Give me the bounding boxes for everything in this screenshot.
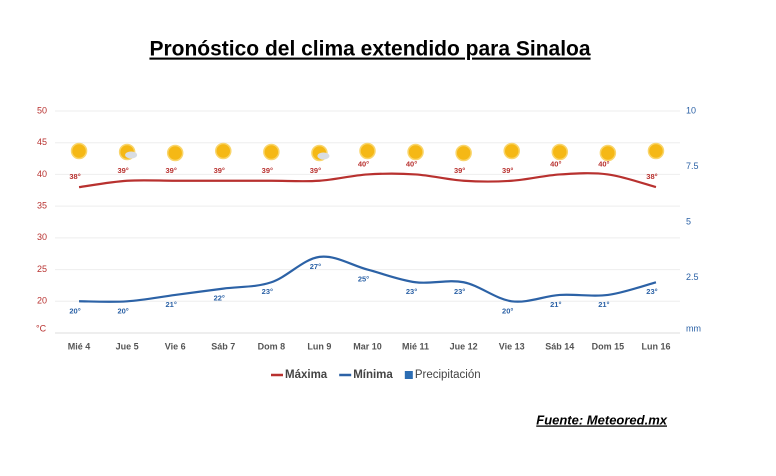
- data-label: 40°: [598, 159, 609, 168]
- y2-tick-label: 7.5: [686, 161, 699, 171]
- data-label: 40°: [406, 159, 417, 168]
- x-tick-label: Lun 16: [641, 341, 670, 351]
- data-label: 22°: [214, 294, 225, 303]
- chart-title: Pronóstico del clima extendido para Sina…: [149, 38, 590, 61]
- sun: [215, 142, 232, 160]
- weather-icon: [647, 142, 665, 160]
- x-tick-label: Vie 13: [499, 341, 525, 351]
- data-label: 23°: [646, 287, 657, 296]
- weather-icon: [455, 144, 472, 162]
- x-tick-label: Mar 10: [353, 341, 382, 351]
- series-line: [78, 172, 657, 189]
- data-label: 39°: [310, 166, 321, 175]
- x-tick-label: Jue 12: [450, 341, 478, 351]
- weather-icon: [263, 143, 280, 161]
- x-tick-label: Mié 11: [402, 341, 429, 351]
- x-tick-label: Vie 6: [165, 341, 186, 351]
- y2-tick-label: 5: [686, 216, 691, 226]
- data-label: 39°: [214, 166, 225, 175]
- legend-swatch: [404, 371, 413, 379]
- sun: [407, 143, 424, 161]
- x-tick-label: Dom 15: [592, 341, 625, 351]
- x-tick-label: Mié 4: [68, 341, 91, 351]
- data-label: 20°: [69, 306, 80, 315]
- weather-icon: [70, 142, 88, 160]
- sun: [647, 142, 665, 160]
- sun: [263, 143, 280, 161]
- data-label: 40°: [358, 159, 369, 168]
- sun: [359, 142, 376, 160]
- weather-icon: [166, 144, 184, 162]
- data-label: 40°: [550, 159, 561, 168]
- y-tick-label: 45: [37, 137, 47, 147]
- y-tick-label: 35: [37, 201, 47, 211]
- weather-icon: [118, 143, 138, 161]
- data-label: 21°: [550, 300, 561, 309]
- y-tick-label: 40: [37, 169, 47, 179]
- data-label: 25°: [358, 275, 369, 284]
- legend-label: Precipitación: [415, 369, 481, 381]
- sun: [599, 144, 617, 162]
- data-label: 39°: [502, 166, 513, 175]
- weather-icon: [407, 143, 424, 161]
- sun: [503, 142, 520, 160]
- weather-icon: [599, 144, 617, 162]
- cloud: [125, 151, 138, 159]
- legend-label: Máxima: [285, 369, 328, 381]
- data-label: 39°: [166, 166, 177, 175]
- x-tick-label: Dom 8: [258, 341, 286, 351]
- y2-tick-label: 10: [686, 105, 696, 115]
- x-tick-label: Sáb 7: [211, 341, 235, 351]
- data-label: 39°: [262, 166, 273, 175]
- y-tick-label: 25: [37, 264, 47, 274]
- data-label: 20°: [117, 306, 128, 315]
- x-tick-label: Jue 5: [116, 341, 139, 351]
- cloud: [317, 152, 330, 160]
- y-tick-label: 30: [37, 232, 47, 242]
- sun: [455, 144, 472, 162]
- y-axis-label: °C: [36, 323, 47, 333]
- data-label: 39°: [117, 166, 128, 175]
- data-label: 38°: [69, 172, 80, 181]
- weather-icon: [551, 143, 569, 161]
- sun: [166, 144, 184, 162]
- weather-icon: [359, 142, 376, 160]
- series-line: [79, 255, 657, 303]
- data-label: 20°: [502, 306, 513, 315]
- data-label: 38°: [646, 172, 657, 181]
- sun: [70, 142, 88, 160]
- sun: [551, 143, 569, 161]
- y-tick-label: 20: [37, 296, 47, 306]
- weather-icon: [503, 142, 520, 160]
- y2-tick-label: 2.5: [686, 272, 699, 282]
- data-label: 23°: [262, 287, 273, 296]
- weather-icon: [311, 144, 330, 162]
- y-tick-label: 50: [37, 105, 47, 115]
- x-tick-label: Sáb 14: [545, 341, 574, 351]
- x-tick-label: Lun 9: [307, 341, 331, 351]
- data-label: 23°: [406, 287, 417, 296]
- legend-label: Mínima: [353, 369, 393, 381]
- data-label: 27°: [310, 262, 321, 271]
- weather-icon: [215, 142, 232, 160]
- data-label: 39°: [454, 166, 465, 175]
- data-label: 21°: [598, 300, 609, 309]
- source: Fuente: Meteored.mx: [536, 412, 668, 427]
- data-label: 21°: [166, 300, 177, 309]
- y2-axis-label: mm: [686, 323, 701, 333]
- data-label: 23°: [454, 287, 465, 296]
